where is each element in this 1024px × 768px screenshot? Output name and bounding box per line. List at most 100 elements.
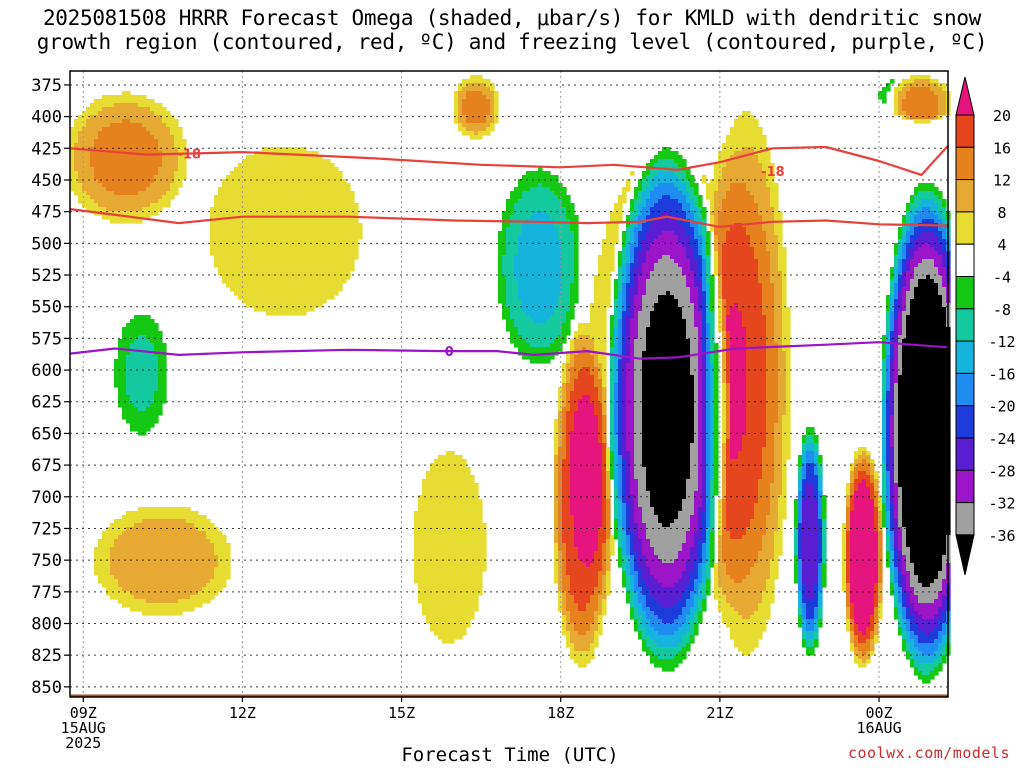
omega-cell xyxy=(222,207,227,212)
omega-cell xyxy=(86,179,91,184)
omega-cell xyxy=(322,247,327,252)
omega-cell xyxy=(714,203,719,208)
omega-cell xyxy=(554,231,559,236)
omega-cell xyxy=(666,159,671,164)
omega-cell xyxy=(262,247,267,252)
omega-cell xyxy=(254,275,259,280)
omega-cell xyxy=(938,191,943,196)
omega-cell xyxy=(462,79,467,84)
omega-cell xyxy=(490,103,495,108)
omega-cell xyxy=(150,127,155,132)
omega-cell xyxy=(326,283,331,288)
omega-cell xyxy=(166,175,171,180)
omega-cell xyxy=(90,143,95,148)
omega-cell xyxy=(650,159,655,164)
omega-cell xyxy=(250,159,255,164)
omega-cell xyxy=(630,203,635,208)
omega-cell xyxy=(314,203,319,208)
omega-cell xyxy=(302,179,307,184)
omega-cell xyxy=(238,251,243,256)
omega-cell xyxy=(118,195,123,200)
omega-cell xyxy=(778,231,783,236)
omega-cell xyxy=(894,87,899,92)
omega-cell xyxy=(542,267,547,272)
omega-cell xyxy=(510,279,515,284)
omega-cell xyxy=(702,263,707,268)
omega-cell xyxy=(898,239,903,244)
omega-cell xyxy=(638,271,643,276)
omega-cell xyxy=(506,263,511,268)
omega-cell xyxy=(310,255,315,260)
omega-cell xyxy=(674,231,679,236)
omega-cell xyxy=(302,175,307,180)
omega-cell xyxy=(502,227,507,232)
omega-cell xyxy=(558,271,563,276)
omega-cell xyxy=(166,135,171,140)
omega-cell xyxy=(74,183,79,188)
omega-cell xyxy=(734,183,739,188)
omega-cell xyxy=(242,263,247,268)
omega-cell xyxy=(102,199,107,204)
omega-cell xyxy=(606,247,611,252)
omega-cell xyxy=(674,251,679,256)
omega-cell xyxy=(122,167,127,172)
omega-cell xyxy=(494,107,499,112)
omega-cell xyxy=(322,167,327,172)
omega-cell xyxy=(762,251,767,256)
omega-cell xyxy=(474,95,479,100)
omega-cell xyxy=(334,263,339,268)
omega-cell xyxy=(906,291,911,296)
omega-cell xyxy=(658,231,663,236)
omega-cell xyxy=(774,195,779,200)
omega-cell xyxy=(726,175,731,180)
omega-cell xyxy=(122,183,127,188)
omega-cell xyxy=(698,243,703,248)
omega-cell xyxy=(554,191,559,196)
omega-cell xyxy=(262,227,267,232)
omega-cell xyxy=(234,171,239,176)
omega-cell xyxy=(130,187,135,192)
omega-cell xyxy=(274,191,279,196)
omega-cell xyxy=(754,203,759,208)
omega-cell xyxy=(686,283,691,288)
omega-cell xyxy=(294,171,299,176)
omega-cell xyxy=(734,207,739,212)
omega-cell xyxy=(738,135,743,140)
omega-cell xyxy=(722,171,727,176)
omega-cell xyxy=(738,251,743,256)
omega-cell xyxy=(526,275,531,280)
omega-cell xyxy=(766,191,771,196)
omega-cell xyxy=(922,287,927,292)
omega-cell xyxy=(670,207,675,212)
omega-cell xyxy=(750,267,755,272)
omega-cell xyxy=(298,247,303,252)
omega-cell xyxy=(518,247,523,252)
omega-cell xyxy=(222,279,227,284)
omega-cell xyxy=(286,247,291,252)
omega-cell xyxy=(734,175,739,180)
omega-cell xyxy=(290,247,295,252)
omega-cell xyxy=(674,279,679,284)
omega-cell xyxy=(738,143,743,148)
omega-cell xyxy=(226,227,231,232)
omega-cell xyxy=(154,143,159,148)
omega-cell xyxy=(542,243,547,248)
omega-cell xyxy=(546,291,551,296)
omega-cell xyxy=(114,187,119,192)
omega-cell xyxy=(174,175,179,180)
omega-cell xyxy=(322,251,327,256)
omega-cell xyxy=(706,247,711,252)
omega-cell xyxy=(914,235,919,240)
omega-cell xyxy=(890,79,895,84)
omega-cell xyxy=(646,291,651,296)
omega-cell xyxy=(662,155,667,160)
omega-cell xyxy=(566,271,571,276)
omega-cell xyxy=(714,251,719,256)
omega-cell xyxy=(714,255,719,260)
omega-cell xyxy=(354,239,359,244)
omega-cell xyxy=(474,115,479,120)
omega-cell xyxy=(230,275,235,280)
omega-cell xyxy=(110,127,115,132)
omega-cell xyxy=(746,127,751,132)
